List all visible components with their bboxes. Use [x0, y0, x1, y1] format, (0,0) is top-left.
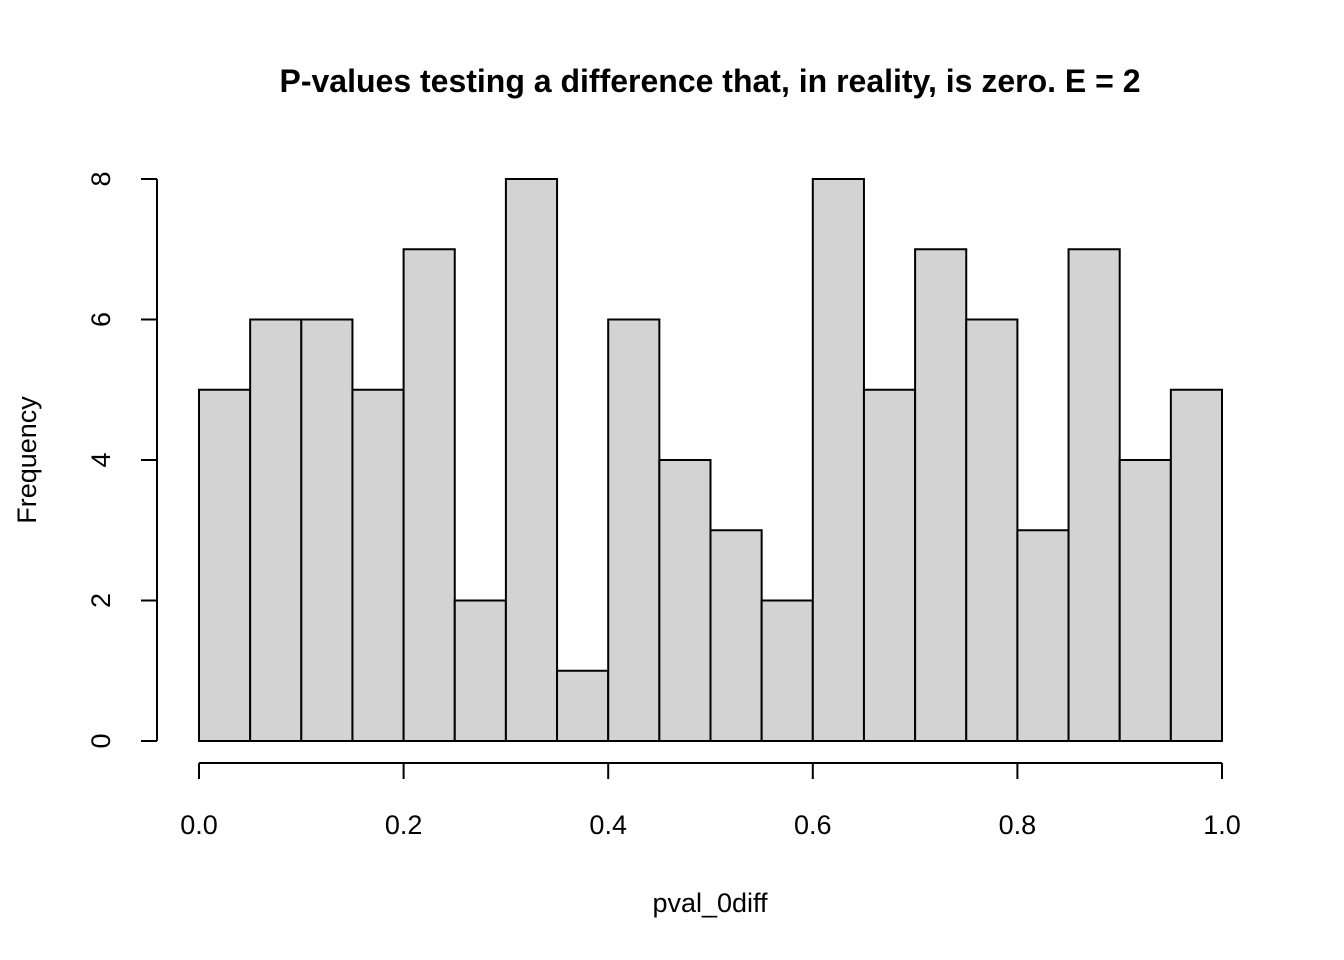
histogram-bar — [658, 459, 712, 742]
histogram-bar — [249, 318, 303, 742]
y-tick-label: 6 — [86, 312, 116, 327]
x-tick-label: 0.0 — [180, 810, 218, 840]
y-tick-label: 2 — [86, 593, 116, 608]
histogram-bar — [453, 599, 507, 742]
x-axis-label: pval_0diff — [652, 888, 768, 918]
histogram-bar — [914, 248, 968, 742]
histogram-bar — [504, 178, 559, 742]
histogram-bar — [402, 248, 456, 742]
histogram-bars — [198, 178, 1223, 742]
x-tick-label: 0.8 — [999, 810, 1037, 840]
y-tick-label: 8 — [86, 171, 116, 186]
y-tick-label: 0 — [86, 733, 116, 748]
x-tick-label: 0.2 — [385, 810, 423, 840]
x-tick-label: 1.0 — [1203, 810, 1241, 840]
histogram-bar — [300, 318, 354, 742]
histogram-bar — [351, 388, 405, 742]
x-axis: 0.0 0.2 0.4 0.6 0.8 1.0 — [180, 762, 1241, 840]
histogram-bar — [1118, 459, 1172, 742]
histogram-bar — [811, 178, 865, 742]
histogram-bar — [198, 388, 252, 742]
histogram-bar — [760, 599, 814, 742]
histogram-bar — [1169, 388, 1223, 742]
histogram-bar — [862, 388, 917, 742]
y-tick-label: 4 — [86, 452, 116, 467]
histogram-bar — [1067, 248, 1121, 742]
histogram-bar — [607, 318, 661, 742]
y-axis-label: Frequency — [12, 396, 42, 524]
histogram-bar — [556, 669, 610, 742]
histogram-bar — [965, 318, 1019, 742]
chart-title: P-values testing a difference that, in r… — [279, 63, 1140, 99]
x-tick-label: 0.6 — [794, 810, 832, 840]
histogram-bar — [709, 529, 763, 742]
histogram-bar — [1016, 529, 1070, 742]
y-axis: 0 2 4 6 8 — [86, 171, 158, 749]
x-tick-label: 0.4 — [589, 810, 627, 840]
